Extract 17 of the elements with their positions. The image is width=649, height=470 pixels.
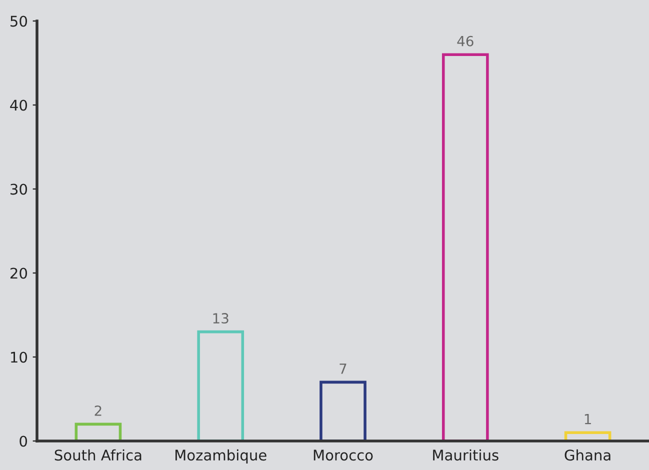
- x-tick-label: South Africa: [54, 449, 142, 461]
- data-label: 1: [584, 414, 591, 424]
- data-label: 13: [213, 313, 228, 324]
- x-tick-label: Mozambique: [175, 449, 266, 464]
- y-tick-label: 30: [10, 184, 28, 195]
- x-tick-label: Mauritius: [433, 449, 498, 461]
- y-tick-label: 0: [20, 436, 28, 447]
- x-tick-label: Ghana: [564, 449, 610, 461]
- bar: [442, 53, 489, 441]
- y-tick-label: 20: [10, 268, 28, 279]
- data-label: 7: [340, 364, 346, 374]
- x-tick-label: Morocco: [314, 450, 373, 461]
- y-tick-label: 10: [11, 352, 28, 363]
- y-tick-label: 50: [10, 16, 28, 27]
- y-tick-label: 40: [10, 100, 28, 111]
- data-label: 46: [457, 36, 474, 46]
- data-label: 2: [94, 405, 102, 416]
